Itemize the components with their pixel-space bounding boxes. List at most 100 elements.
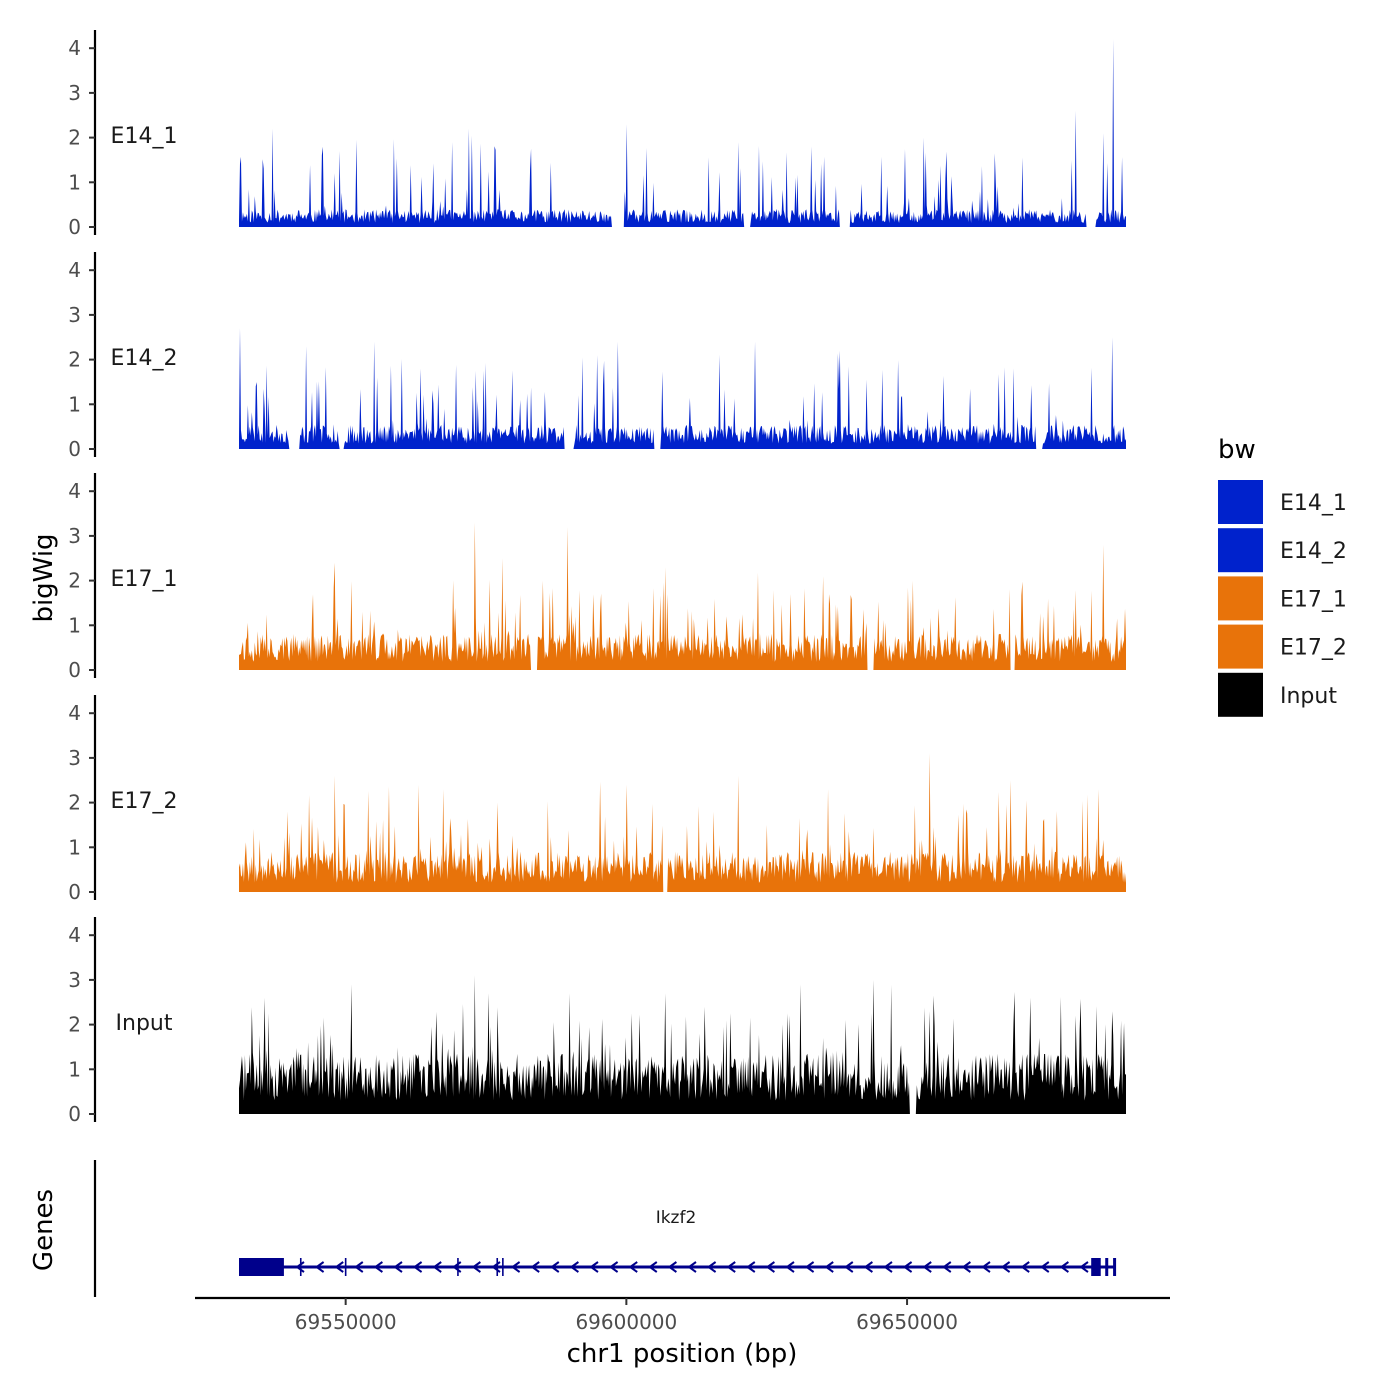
y-tick-label: 2 (68, 1013, 81, 1037)
legend-label: E17_1 (1280, 587, 1347, 612)
strand-arrow (863, 1261, 873, 1273)
exon (1105, 1258, 1109, 1276)
strand-arrow (295, 1261, 305, 1273)
strand-arrow (608, 1261, 619, 1273)
strand-arrow (726, 1261, 736, 1273)
strand-arrow (902, 1261, 913, 1273)
strand-arrow (667, 1261, 677, 1273)
legend-key (1218, 624, 1263, 669)
strand-arrow (314, 1261, 325, 1273)
y-tick-label: 1 (68, 170, 81, 194)
y-tick-label: 0 (68, 215, 81, 239)
y-tick-label: 4 (68, 479, 81, 503)
gene-label: Ikzf2 (656, 1208, 697, 1228)
signal-area (239, 522, 1126, 670)
exon (1091, 1258, 1101, 1276)
legend-key (1218, 672, 1263, 717)
y-tick-label: 3 (68, 303, 81, 327)
legend-key (1218, 528, 1263, 573)
strand-arrow (1059, 1261, 1069, 1273)
y-tick-label: 1 (68, 835, 81, 859)
y-tick-label: 2 (68, 791, 81, 815)
x-tick-label: 69650000 (856, 1310, 958, 1334)
signal-area (239, 328, 1126, 449)
strand-arrow (550, 1261, 560, 1273)
strand-arrow (804, 1261, 815, 1273)
y-axis-title: bigWig (29, 533, 59, 622)
track-label: Input (116, 1011, 173, 1036)
y-tick-label: 3 (68, 746, 81, 770)
y-tick-label: 0 (68, 880, 81, 904)
y-tick-label: 3 (68, 81, 81, 105)
y-tick-label: 4 (68, 36, 81, 60)
strand-arrow (628, 1261, 638, 1273)
track-Input: 0 1 2 3 4 Input (68, 917, 1126, 1126)
genes-axis-title: Genes (29, 1189, 59, 1271)
strand-arrow (393, 1261, 403, 1273)
y-tick-label: 2 (68, 348, 81, 372)
exon (1113, 1258, 1117, 1276)
strand-arrow (844, 1261, 854, 1273)
y-tick-label: 1 (68, 613, 81, 637)
strand-arrow (334, 1261, 344, 1273)
track-E14_1: 0 1 2 3 4 E14_1 (68, 30, 1126, 239)
strand-arrow (354, 1261, 364, 1273)
signal-area (239, 753, 1126, 892)
strand-arrow (883, 1261, 893, 1273)
y-tick-label: 3 (68, 968, 81, 992)
strand-arrow (922, 1261, 932, 1273)
strand-arrow (1000, 1261, 1011, 1273)
exon (239, 1258, 284, 1276)
x-axis: 69550000 69600000 69650000 (195, 1296, 1170, 1334)
legend-label: E14_1 (1280, 491, 1347, 516)
track-E14_2: 0 1 2 3 4 E14_2 (68, 252, 1126, 461)
track-E17_1: 0 1 2 3 4 E17_1 (68, 473, 1126, 682)
legend-key (1218, 480, 1263, 524)
strand-arrow (981, 1261, 991, 1273)
legend-title: bw (1218, 435, 1256, 465)
track-label: E17_1 (111, 567, 178, 592)
track-label: E14_2 (111, 346, 178, 371)
x-tick-label: 69600000 (575, 1310, 677, 1334)
strand-arrow (1040, 1261, 1050, 1273)
legend-label: E17_2 (1280, 636, 1347, 661)
strand-arrow (589, 1261, 599, 1273)
strand-arrow (432, 1261, 442, 1273)
signal-area (239, 39, 1126, 228)
strand-arrow (569, 1261, 579, 1273)
strand-arrow (785, 1261, 795, 1273)
y-tick-label: 0 (68, 658, 81, 682)
y-tick-label: 4 (68, 701, 81, 725)
strand-arrow (510, 1261, 521, 1273)
legend-key (1218, 576, 1263, 621)
track-label: E14_1 (111, 124, 178, 149)
strand-arrow (687, 1261, 697, 1273)
strand-arrow (765, 1261, 775, 1273)
strand-arrow (961, 1261, 971, 1273)
y-tick-label: 4 (68, 923, 81, 947)
y-tick-label: 3 (68, 524, 81, 548)
strand-arrow (1079, 1261, 1089, 1273)
strand-arrow (824, 1261, 834, 1273)
strand-arrow (530, 1261, 540, 1273)
strand-arrow (471, 1261, 481, 1273)
y-tick-label: 2 (68, 126, 81, 150)
x-axis-title: chr1 position (bp) (567, 1339, 798, 1369)
legend-label: Input (1280, 684, 1337, 709)
strand-arrow (648, 1261, 658, 1273)
legend: bw E14_1 E14_2 E17_1 E17_2 Input (1218, 435, 1347, 717)
track-label: E17_2 (111, 789, 178, 814)
strand-arrow (706, 1261, 717, 1273)
legend-label: E14_2 (1280, 539, 1347, 564)
y-tick-label: 1 (68, 1057, 81, 1081)
signal-area (239, 975, 1126, 1114)
strand-arrow (942, 1261, 952, 1273)
strand-arrow (1020, 1261, 1030, 1273)
y-tick-label: 0 (68, 437, 81, 461)
gene-panel: Ikzf2 (93, 1160, 1117, 1297)
x-tick-label: 69550000 (295, 1310, 397, 1334)
y-tick-label: 0 (68, 1102, 81, 1126)
y-tick-label: 1 (68, 392, 81, 416)
strand-arrow (412, 1261, 423, 1273)
